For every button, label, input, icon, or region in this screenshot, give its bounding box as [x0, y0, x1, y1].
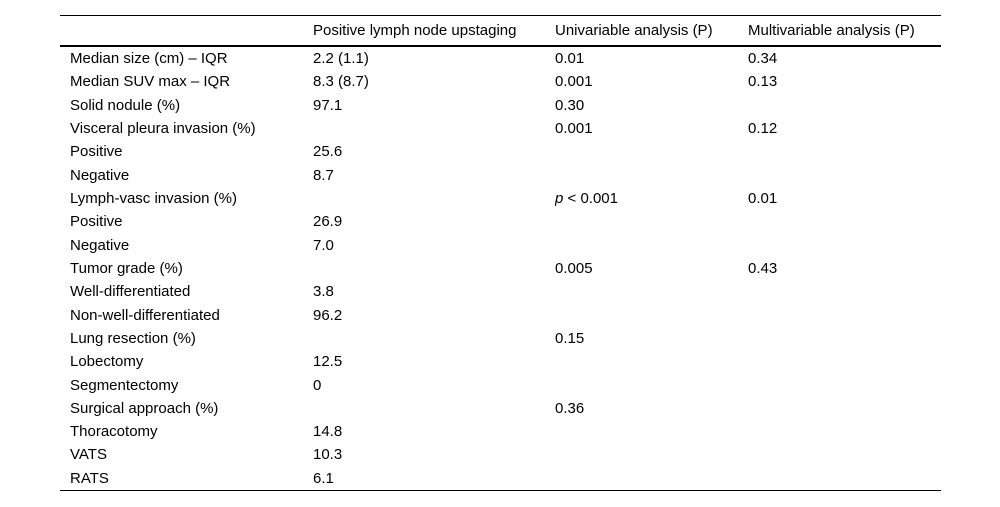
cell-upstaging: 3.8: [313, 284, 334, 300]
table-row: Negative 7.0: [60, 234, 941, 257]
cell-label: Negative: [70, 167, 130, 183]
cell-multivariable: 0.43: [748, 260, 778, 276]
table-header-row: Positive lymph node upstaging Univariabl…: [60, 15, 941, 47]
cell-upstaging: 8.7: [313, 167, 334, 183]
table-row: Positive 26.9: [60, 210, 941, 233]
cell-univariable: 0.30: [555, 97, 585, 113]
cell-upstaging: 97.1: [313, 97, 343, 113]
table-row: Visceral pleura invasion (%) 0.001 0.12: [60, 117, 941, 140]
cell-multivariable: 0.01: [748, 191, 778, 207]
cell-univariable: p < 0.001: [555, 191, 618, 207]
cell-univariable: 0.001: [555, 74, 593, 90]
table-row: Thoracotomy 14.8: [60, 420, 941, 443]
cell-label: Lobectomy: [70, 354, 144, 370]
table-row: Well-differentiated 3.8: [60, 280, 941, 303]
cell-label: Negative: [70, 237, 130, 253]
cell-upstaging: 8.3 (8.7): [313, 74, 369, 90]
cell-univariable: 0.005: [555, 260, 593, 276]
cell-label: Tumor grade (%): [70, 260, 183, 276]
cell-label: Positive: [70, 144, 123, 160]
cell-upstaging: 2.2 (1.1): [313, 51, 369, 67]
cell-upstaging: 7.0: [313, 237, 334, 253]
cell-label: Segmentectomy: [70, 377, 179, 393]
column-header-multivariable: Multivariable analysis (P): [748, 23, 915, 38]
cell-upstaging: 96.2: [313, 307, 343, 323]
cell-upstaging: 10.3: [313, 447, 343, 463]
cell-label: Solid nodule (%): [70, 97, 181, 113]
table-row: Median SUV max – IQR 8.3 (8.7) 0.001 0.13: [60, 70, 941, 93]
cell-upstaging: 0: [313, 377, 322, 393]
cell-label: VATS: [70, 447, 107, 463]
cell-label: RATS: [70, 470, 109, 486]
table-row: Segmentectomy 0: [60, 373, 941, 396]
cell-univariable: 0.01: [555, 51, 585, 67]
column-header-univariable: Univariable analysis (P): [555, 23, 713, 38]
cell-label: Lung resection (%): [70, 330, 196, 346]
table-row: Lung resection (%) 0.15: [60, 327, 941, 350]
table-row: VATS 10.3: [60, 443, 941, 466]
cell-label: Non-well-differentiated: [70, 307, 220, 323]
cell-label: Thoracotomy: [70, 424, 158, 440]
table-row: Negative 8.7: [60, 164, 941, 187]
cell-upstaging: 26.9: [313, 214, 343, 230]
cell-upstaging: 12.5: [313, 354, 343, 370]
table-row: Lymph-vasc invasion (%) p < 0.001 0.01: [60, 187, 941, 210]
table-row: Lobectomy 12.5: [60, 350, 941, 373]
cell-label: Median size (cm) – IQR: [70, 51, 228, 67]
statistics-table: Positive lymph node upstaging Univariabl…: [60, 15, 941, 491]
column-header-upstaging: Positive lymph node upstaging: [313, 23, 517, 38]
cell-multivariable: 0.13: [748, 74, 778, 90]
cell-label: Positive: [70, 214, 123, 230]
cell-univariable: 0.001: [555, 121, 593, 137]
cell-upstaging: 25.6: [313, 144, 343, 160]
cell-upstaging: 14.8: [313, 424, 343, 440]
table-row: Solid nodule (%) 97.1 0.30: [60, 94, 941, 117]
table-row: RATS 6.1: [60, 467, 941, 490]
table-row: Median size (cm) – IQR 2.2 (1.1) 0.01 0.34: [60, 47, 941, 70]
table-row: Positive 25.6: [60, 140, 941, 163]
cell-univariable: 0.36: [555, 400, 585, 416]
cell-univariable: 0.15: [555, 330, 585, 346]
table-body: Median size (cm) – IQR 2.2 (1.1) 0.01 0.34 M…: [60, 47, 941, 491]
cell-multivariable: 0.12: [748, 121, 778, 137]
cell-label: Visceral pleura invasion (%): [70, 121, 256, 137]
cell-upstaging: 6.1: [313, 470, 334, 486]
cell-label: Lymph-vasc invasion (%): [70, 191, 237, 207]
cell-label: Surgical approach (%): [70, 400, 219, 416]
cell-label: Median SUV max – IQR: [70, 74, 231, 90]
table-row: Non-well-differentiated 96.2: [60, 303, 941, 326]
cell-multivariable: 0.34: [748, 51, 778, 67]
cell-label: Well-differentiated: [70, 284, 191, 300]
table-row: Surgical approach (%) 0.36: [60, 397, 941, 420]
table-row: Tumor grade (%) 0.005 0.43: [60, 257, 941, 280]
